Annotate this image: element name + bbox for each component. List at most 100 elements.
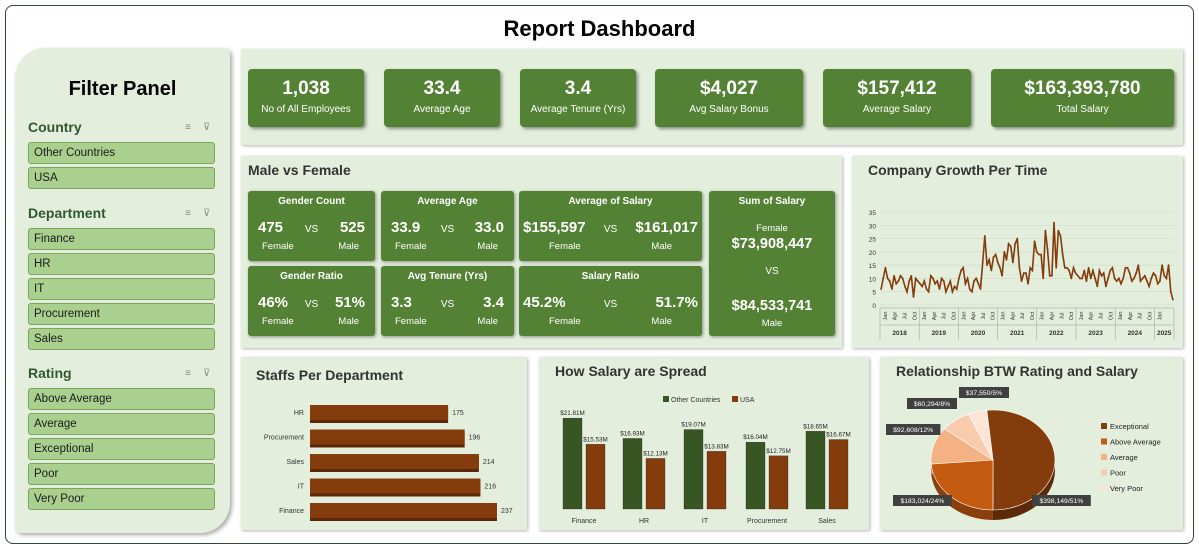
clear-filter-icon[interactable]: ⊽ [203, 208, 211, 219]
pie-data-label: $183,024/24% [900, 498, 944, 505]
growth-point [914, 277, 917, 280]
growth-point [934, 282, 937, 285]
y-tick-label: 35 [869, 210, 877, 217]
gender-stat-heading: Gender Ratio [280, 271, 343, 282]
salary-bar [828, 439, 849, 510]
bar-data-label: $12.75M [766, 448, 791, 455]
salary-bar [562, 417, 583, 510]
category-label: Finance [279, 508, 304, 515]
month-tick-label: Jan [961, 312, 967, 321]
female-label: Female [395, 316, 427, 327]
slicer-item[interactable]: Other Countries [28, 142, 215, 164]
growth-point [1135, 272, 1138, 275]
male-label: Male [338, 316, 359, 327]
gender-stat-card: Salary Ratio 45.2% 51.7% VS Female Male [519, 266, 702, 336]
multi-select-icon[interactable]: ≡ [185, 368, 191, 379]
salary-bar [745, 442, 766, 510]
bar-data-label: $12.13M [643, 450, 668, 457]
growth-point [1109, 269, 1112, 272]
gender-stat-heading: Gender Count [278, 196, 345, 207]
growth-title: Company Growth Per Time [868, 162, 1048, 178]
growth-point [1029, 266, 1032, 269]
month-tick-label: Jul [942, 312, 948, 319]
growth-point [955, 288, 958, 290]
slicer-item[interactable]: IT [28, 278, 215, 300]
growth-point [899, 274, 902, 277]
growth-point [1070, 277, 1073, 280]
bar-value-label: 175 [452, 410, 464, 417]
growth-point [983, 235, 986, 237]
male-sum-value: $84,533,741 [731, 298, 813, 314]
month-tick-label: Apr [893, 312, 899, 321]
growth-point [953, 285, 956, 288]
growth-point [919, 282, 921, 285]
spread-bar-chart: Other Countries USA $21.81M $15.53M Finance $… [560, 396, 851, 525]
growth-point [964, 282, 967, 285]
slicer-item[interactable]: Sales [28, 328, 215, 350]
month-tick-label: Jul [903, 312, 909, 319]
bar-data-label: $18.65M [803, 423, 828, 430]
category-label: HR [294, 410, 304, 417]
growth-point [932, 277, 934, 280]
growth-point [1074, 272, 1077, 275]
kpi-value: $157,412 [857, 78, 937, 99]
growth-point [977, 282, 980, 285]
month-tick-label: Oct [912, 311, 918, 320]
growth-point [1133, 277, 1135, 280]
vs-label: VS [440, 224, 455, 235]
month-tick-label: Jul [1020, 312, 1026, 319]
growth-point [1040, 253, 1042, 256]
growth-point [1035, 250, 1038, 253]
growth-point [947, 285, 949, 288]
growth-point [958, 277, 960, 280]
pie-slice [986, 409, 1056, 511]
kpi-value: 1,038 [282, 78, 330, 99]
multi-select-icon[interactable]: ≡ [185, 122, 191, 133]
slicer-item[interactable]: Poor [28, 463, 215, 485]
growth-point [1022, 272, 1025, 275]
month-tick-label: Jul [981, 312, 987, 319]
slicer-header-country: Country ≡ ⊽ [28, 119, 218, 139]
bar-data-label: $16.93M [620, 430, 645, 437]
slicer-header-rating: Rating ≡ ⊽ [28, 365, 218, 385]
multi-select-icon[interactable]: ≡ [185, 208, 191, 219]
growth-point [1044, 229, 1047, 232]
month-tick-label: Jul [1059, 312, 1065, 319]
growth-point [1061, 253, 1064, 256]
growth-point [1083, 269, 1086, 272]
male-label: Male [651, 241, 672, 252]
slicer-item[interactable]: Finance [28, 228, 215, 250]
growth-point [1063, 266, 1066, 269]
slicer-header-department: Department ≡ ⊽ [28, 205, 218, 225]
pie-data-label-bg [893, 495, 952, 506]
growth-point [1020, 280, 1023, 282]
female-value: 475 [258, 219, 284, 236]
growth-point [903, 285, 906, 288]
slicer-item[interactable]: Very Poor [28, 488, 215, 510]
slicer-item[interactable]: Above Average [28, 388, 215, 410]
legend-swatch [663, 396, 669, 402]
bar-data-label: $16.67M [826, 432, 851, 439]
growth-point [1172, 298, 1174, 301]
female-label: Female [549, 316, 581, 327]
clear-filter-icon[interactable]: ⊽ [203, 122, 211, 133]
slicer-item[interactable]: USA [28, 167, 215, 189]
slicer-item[interactable]: Exceptional [28, 438, 215, 460]
spread-title: How Salary are Spread [555, 363, 707, 379]
growth-point [1092, 269, 1094, 272]
month-tick-label: Apr [1089, 312, 1095, 321]
y-tick-label: 20 [869, 250, 877, 257]
female-label: Female [262, 316, 294, 327]
kpi-card: 3.4 Average Tenure (Yrs) [520, 69, 636, 127]
slicer-item[interactable]: Procurement [28, 303, 215, 325]
growth-point [999, 266, 1001, 269]
female-label: Female [395, 241, 427, 252]
staff-bar [310, 503, 497, 518]
slicer-item[interactable]: HR [28, 253, 215, 275]
male-value: 525 [339, 219, 365, 236]
clear-filter-icon[interactable]: ⊽ [203, 368, 211, 379]
slicer-item[interactable]: Average [28, 413, 215, 435]
gender-stat-card: Average of Salary $155,597 $161,017 VS Femal… [519, 191, 702, 261]
growth-point [1014, 242, 1017, 245]
